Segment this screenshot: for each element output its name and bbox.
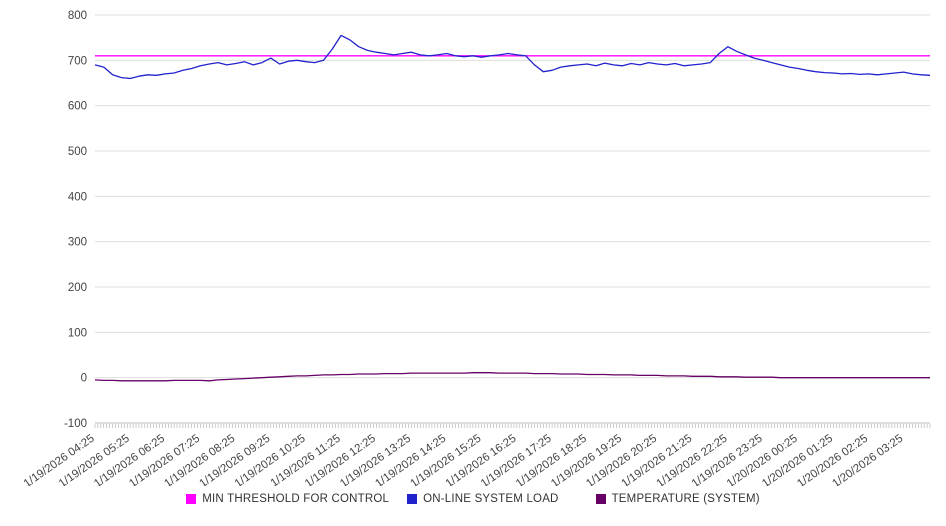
y-axis-tick-label: -100 <box>64 418 87 430</box>
legend-label: ON-LINE SYSTEM LOAD <box>423 493 559 505</box>
y-axis-tick-label: 700 <box>68 55 87 67</box>
legend-item-temperature-system[interactable]: TEMPERATURE (SYSTEM) <box>595 493 760 505</box>
y-axis-tick-label: 800 <box>68 10 87 22</box>
series-line-temperature-system- <box>94 372 930 382</box>
y-axis-tick-label: 400 <box>68 191 87 203</box>
legend-swatch <box>407 494 418 504</box>
legend-swatch <box>595 494 606 504</box>
y-axis-tick-label: 600 <box>68 101 87 113</box>
chart-legend: MIN THRESHOLD FOR CONTROL ON-LINE SYSTEM… <box>0 493 946 505</box>
y-axis-tick-label: 200 <box>68 282 87 294</box>
y-axis-tick-label: 100 <box>68 327 87 339</box>
series-line-on-line-system-load <box>94 34 931 80</box>
legend-label: MIN THRESHOLD FOR CONTROL <box>202 493 390 505</box>
legend-label: TEMPERATURE (SYSTEM) <box>611 493 760 505</box>
legend-item-min-threshold[interactable]: MIN THRESHOLD FOR CONTROL <box>186 493 389 505</box>
y-axis-tick-label: 500 <box>68 146 87 158</box>
y-axis-tick-label: 0 <box>81 373 87 385</box>
legend-item-online-system-load[interactable]: ON-LINE SYSTEM LOAD <box>407 493 558 505</box>
legend-swatch <box>186 494 197 504</box>
y-axis-tick-label: 300 <box>68 237 87 249</box>
